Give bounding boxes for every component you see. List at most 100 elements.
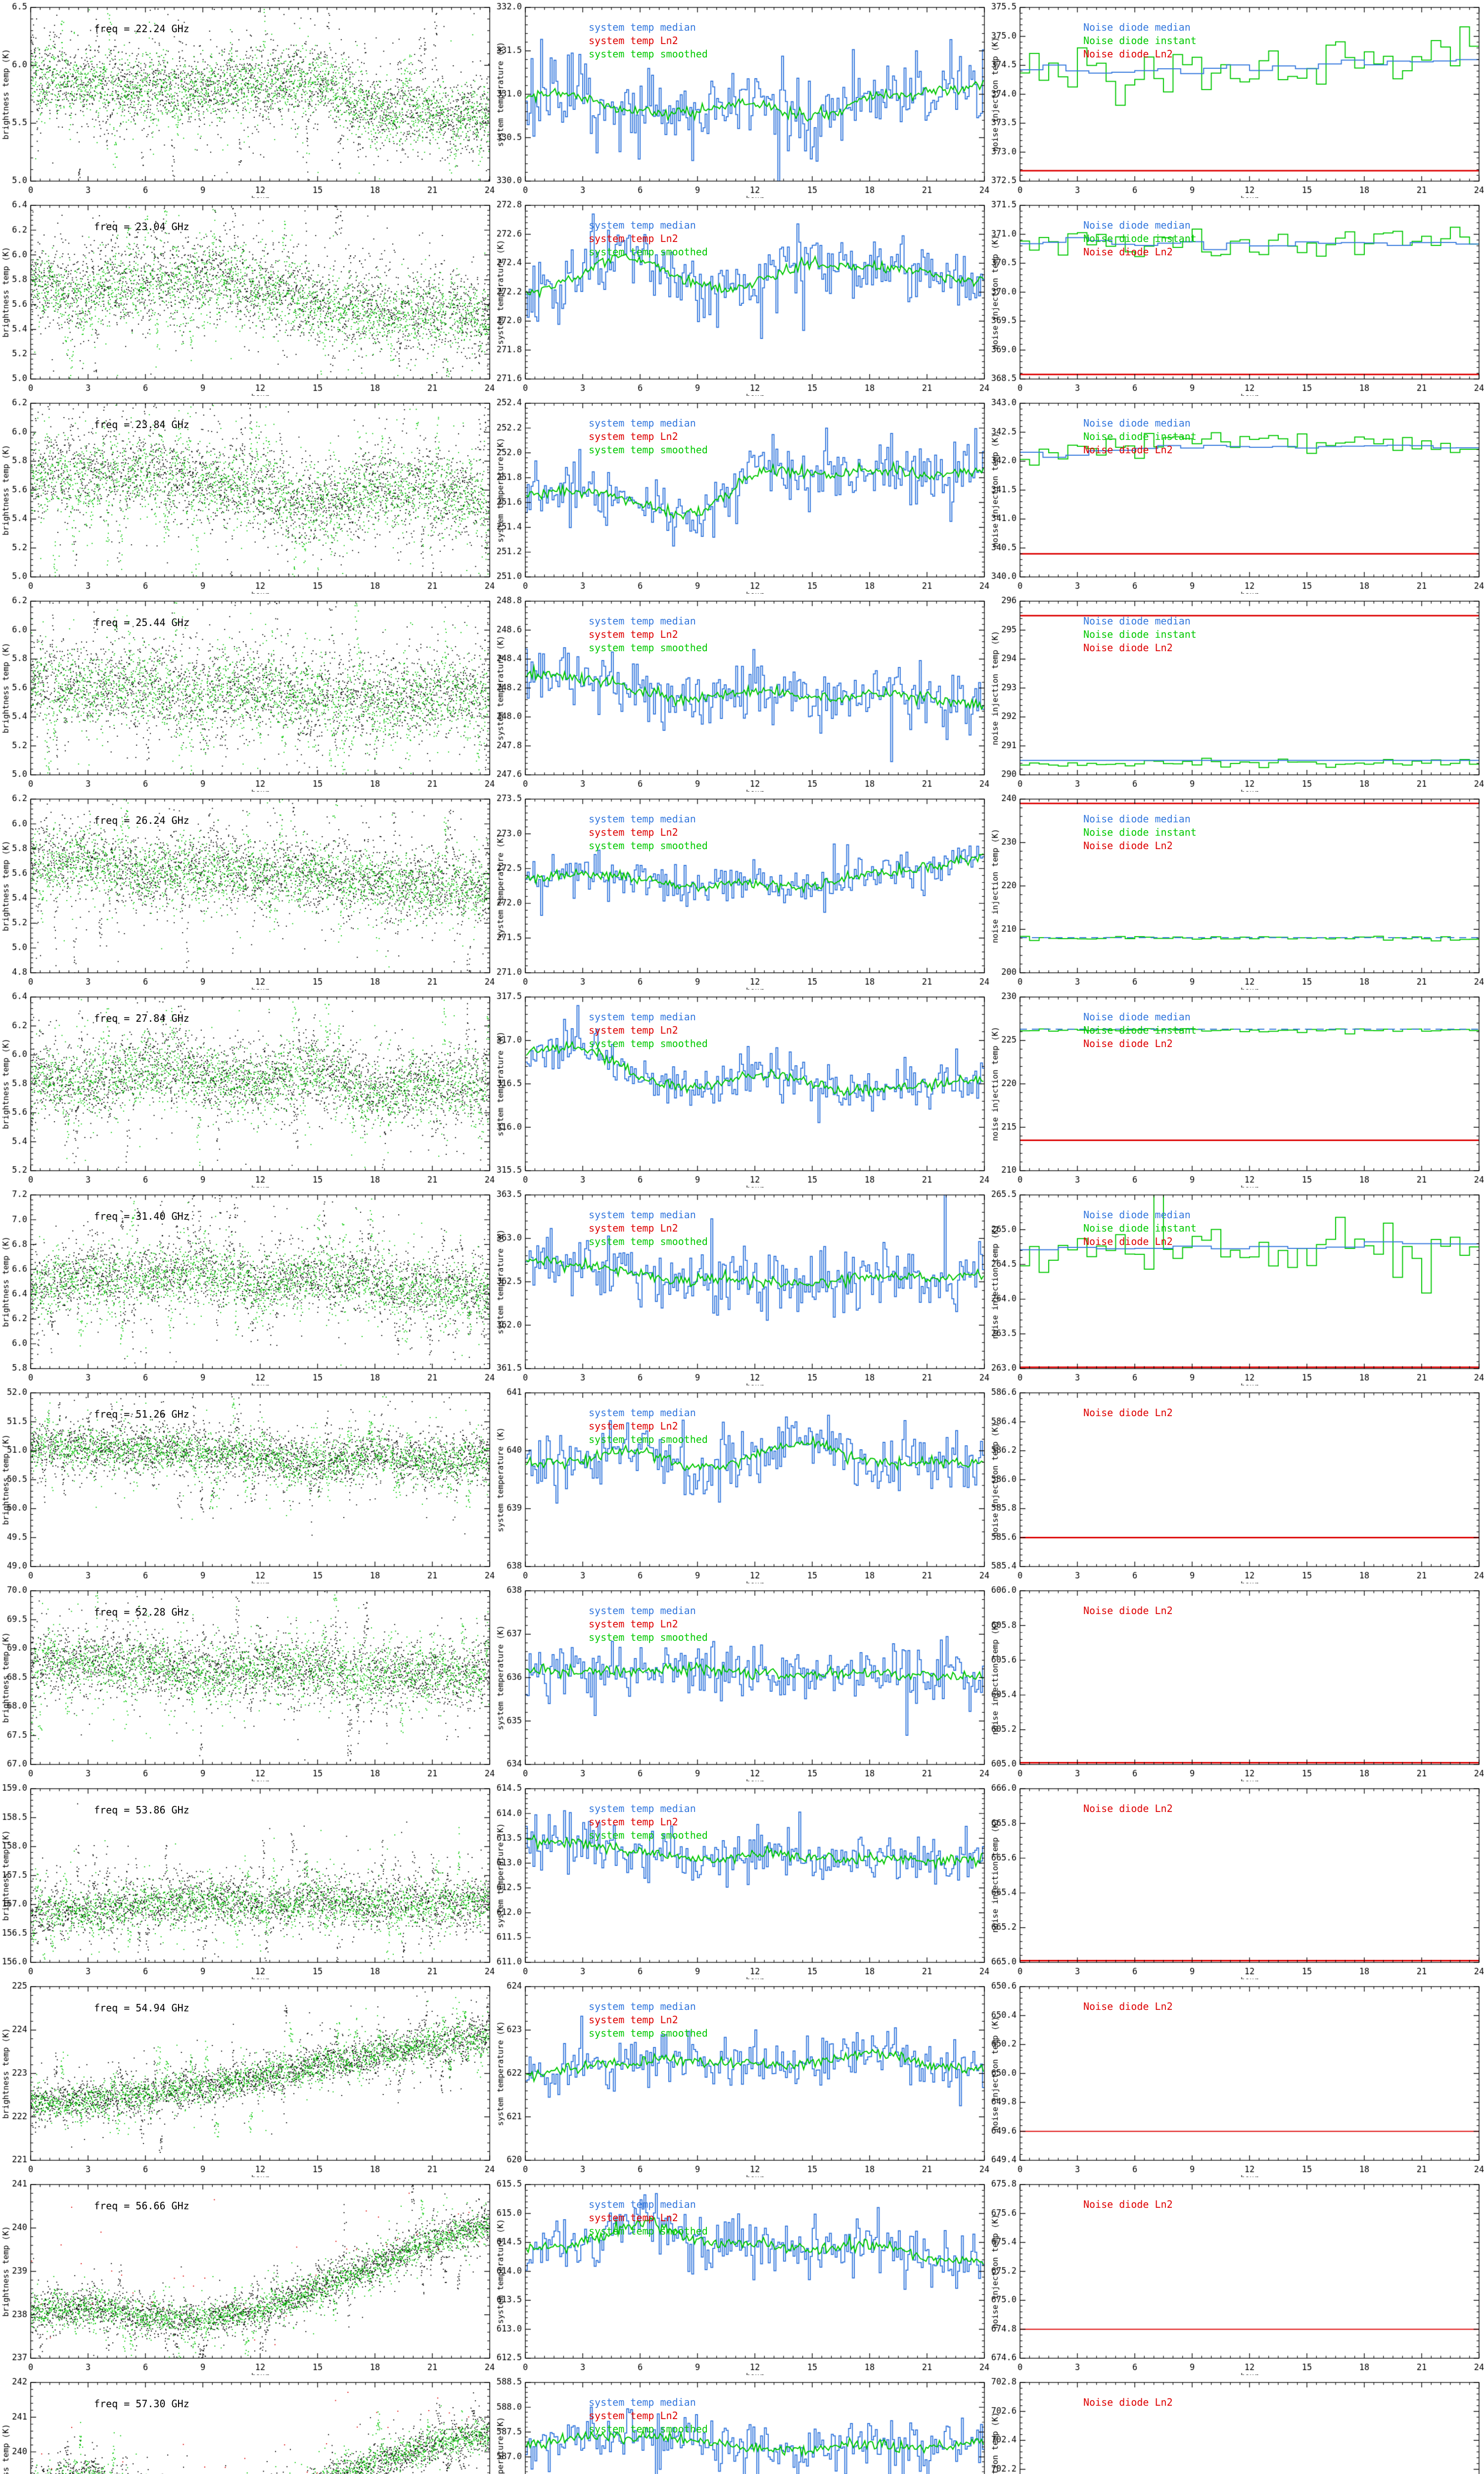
freq-label: freq = 57.30 GHz (94, 2398, 189, 2410)
legend-item: system temp median (589, 615, 696, 627)
legend: system temp median system temp Ln2 system … (589, 21, 708, 61)
legend-item: Noise diode Ln2 (1083, 1038, 1173, 1049)
noise-panel: Noise diode median Noise diode instant Noi… (989, 198, 1484, 396)
legend-item: system temp smoothed (589, 48, 708, 60)
legend: system temp median system temp Ln2 system … (589, 1802, 708, 1842)
legend-item: system temp smoothed (589, 1433, 708, 1445)
legend-item: system temp Ln2 (589, 2410, 678, 2422)
legend: Noise diode median Noise diode instant Noi… (1083, 615, 1197, 655)
legend-item: Noise diode Ln2 (1083, 2198, 1173, 2210)
brightness-canvas (0, 396, 495, 594)
system-canvas (495, 1583, 989, 1781)
system-canvas (495, 0, 989, 198)
legend-item: system temp Ln2 (589, 826, 678, 838)
brightness-canvas (0, 0, 495, 198)
brightness-canvas (0, 1781, 495, 1979)
brightness-panel: freq = 52.28 GHz (0, 1583, 495, 1781)
legend-item: system temp Ln2 (589, 2014, 678, 2026)
system-canvas (495, 792, 989, 990)
noise-panel: Noise diode Ln2 (989, 1781, 1484, 1979)
legend-item: system temp smoothed (589, 1038, 708, 1049)
brightness-panel: freq = 22.24 GHz (0, 0, 495, 198)
legend-item: Noise diode Ln2 (1083, 444, 1173, 456)
legend-item: Noise diode instant (1083, 430, 1197, 442)
freq-label: freq = 51.26 GHz (94, 1408, 189, 1420)
brightness-canvas (0, 1385, 495, 1583)
freq-label: freq = 23.04 GHz (94, 221, 189, 233)
brightness-canvas (0, 594, 495, 792)
noise-panel: Noise diode median Noise diode instant Noi… (989, 594, 1484, 792)
noise-panel: Noise diode Ln2 (989, 1583, 1484, 1781)
brightness-canvas (0, 1979, 495, 2177)
legend: Noise diode Ln2 (1083, 1802, 1173, 1815)
freq-label: freq = 23.84 GHz (94, 419, 189, 430)
legend-item: Noise diode Ln2 (1083, 2000, 1173, 2012)
legend-item: Noise diode Ln2 (1083, 2396, 1173, 2408)
legend: system temp median system temp Ln2 system … (589, 2396, 708, 2436)
legend: Noise diode Ln2 (1083, 1604, 1173, 1618)
brightness-canvas (0, 1188, 495, 1385)
noise-panel: Noise diode median Noise diode instant Noi… (989, 0, 1484, 198)
legend-item: Noise diode instant (1083, 233, 1197, 244)
legend-item: system temp Ln2 (589, 1816, 678, 1828)
legend-item: Noise diode instant (1083, 35, 1197, 47)
brightness-panel: freq = 25.44 GHz (0, 594, 495, 792)
brightness-canvas (0, 2177, 495, 2375)
brightness-canvas (0, 2375, 495, 2474)
legend: system temp median system temp Ln2 system … (589, 1604, 708, 1644)
legend-item: system temp smoothed (589, 2027, 708, 2039)
legend-item: system temp Ln2 (589, 2212, 678, 2224)
legend-item: Noise diode instant (1083, 826, 1197, 838)
legend-item: system temp smoothed (589, 1829, 708, 1841)
system-panel: system temp median system temp Ln2 system … (495, 1188, 989, 1385)
brightness-panel: freq = 57.30 GHz (0, 2375, 495, 2474)
legend-item: system temp smoothed (589, 1631, 708, 1643)
legend-item: Noise diode Ln2 (1083, 246, 1173, 258)
plot-row: freq = 26.24 GHz system temp median system… (0, 792, 1484, 990)
noise-canvas (989, 0, 1484, 198)
freq-label: freq = 25.44 GHz (94, 617, 189, 628)
legend: Noise diode Ln2 (1083, 2198, 1173, 2211)
legend-item: Noise diode median (1083, 813, 1191, 825)
legend-item: Noise diode Ln2 (1083, 1407, 1173, 1419)
system-canvas (495, 1979, 989, 2177)
brightness-panel: freq = 26.24 GHz (0, 792, 495, 990)
noise-panel: Noise diode Ln2 (989, 1979, 1484, 2177)
legend-item: system temp smoothed (589, 642, 708, 654)
brightness-panel: freq = 53.86 GHz (0, 1781, 495, 1979)
legend-item: Noise diode Ln2 (1083, 1605, 1173, 1617)
legend-item: system temp Ln2 (589, 233, 678, 244)
legend: system temp median system temp Ln2 system … (589, 812, 708, 853)
legend-item: system temp Ln2 (589, 628, 678, 640)
freq-label: freq = 31.40 GHz (94, 1210, 189, 1222)
legend-item: system temp smoothed (589, 246, 708, 258)
noise-panel: Noise diode median Noise diode instant Noi… (989, 396, 1484, 594)
freq-label: freq = 53.86 GHz (94, 1804, 189, 1816)
noise-canvas (989, 396, 1484, 594)
legend-item: Noise diode median (1083, 219, 1191, 231)
system-canvas (495, 2177, 989, 2375)
legend: system temp median system temp Ln2 system … (589, 2000, 708, 2040)
legend-item: system temp Ln2 (589, 35, 678, 47)
noise-panel: Noise diode Ln2 (989, 1385, 1484, 1583)
legend-item: system temp median (589, 1407, 696, 1419)
system-canvas (495, 1781, 989, 1979)
legend: Noise diode median Noise diode instant Noi… (1083, 1010, 1197, 1050)
legend: Noise diode median Noise diode instant Noi… (1083, 1208, 1197, 1248)
noise-panel: Noise diode median Noise diode instant Noi… (989, 990, 1484, 1188)
legend-item: system temp median (589, 813, 696, 825)
legend-item: Noise diode Ln2 (1083, 1803, 1173, 1814)
legend-item: system temp Ln2 (589, 1618, 678, 1630)
noise-canvas (989, 792, 1484, 990)
plot-row: freq = 52.28 GHz system temp median system… (0, 1583, 1484, 1781)
legend-item: Noise diode Ln2 (1083, 48, 1173, 60)
legend-item: Noise diode median (1083, 1209, 1191, 1221)
legend-item: system temp Ln2 (589, 1222, 678, 1234)
legend: system temp median system temp Ln2 system … (589, 2198, 708, 2238)
brightness-panel: freq = 23.84 GHz (0, 396, 495, 594)
legend: Noise diode Ln2 (1083, 2396, 1173, 2409)
legend-item: system temp smoothed (589, 2423, 708, 2435)
legend-item: Noise diode median (1083, 417, 1191, 429)
noise-panel: Noise diode median Noise diode instant Noi… (989, 792, 1484, 990)
